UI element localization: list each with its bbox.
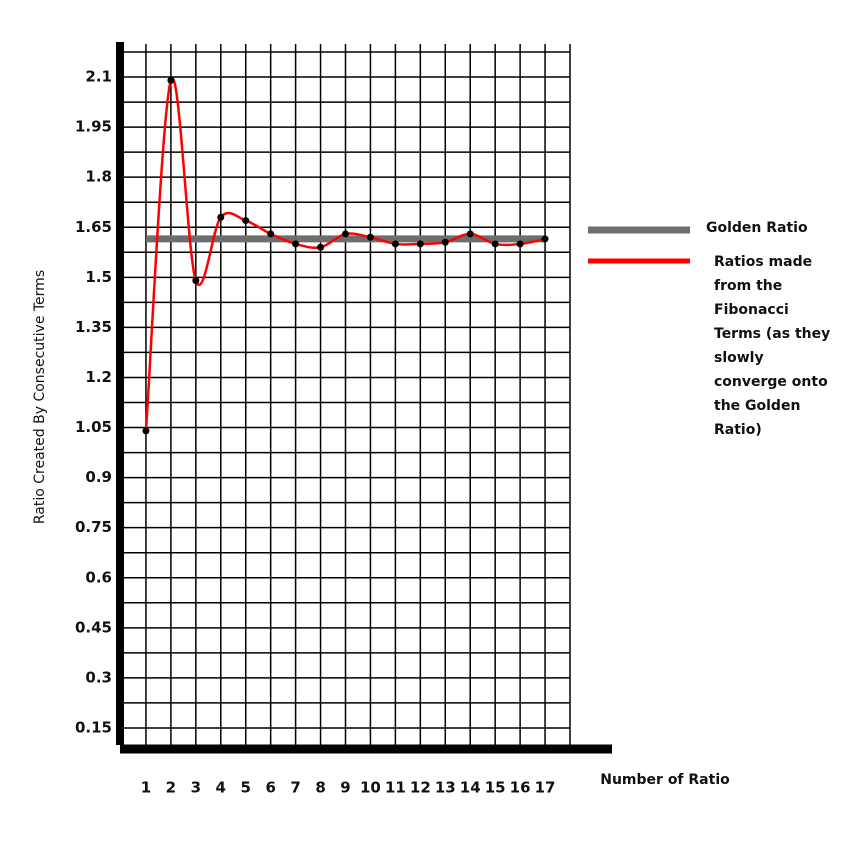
x-tick-label: 3 — [191, 779, 201, 797]
x-tick-label: 6 — [265, 779, 275, 797]
data-point — [267, 230, 275, 238]
x-tick-label: 9 — [340, 779, 350, 797]
y-tick-label: 1.2 — [85, 368, 112, 386]
y-tick-label: 1.35 — [75, 318, 112, 336]
x-tick-label: 12 — [410, 779, 431, 797]
x-tick-label: 17 — [535, 779, 556, 797]
x-tick-label: 15 — [485, 779, 506, 797]
data-point — [342, 230, 349, 238]
y-tick-label: 0.3 — [85, 668, 112, 686]
legend-label: Golden Ratio — [706, 220, 808, 236]
x-tick-label: 2 — [166, 779, 176, 797]
data-point — [391, 240, 399, 248]
x-tick-label: 4 — [216, 779, 226, 797]
data-point — [516, 240, 524, 248]
data-point — [441, 238, 449, 246]
y-tick-label: 0.9 — [85, 468, 112, 486]
data-point — [142, 427, 150, 435]
x-axis-label: Number of Ratio — [600, 772, 730, 788]
data-point — [466, 230, 474, 238]
x-tick-label: 1 — [141, 779, 151, 797]
x-tick-label: 11 — [385, 779, 406, 797]
data-point — [167, 76, 175, 84]
x-tick-label: 8 — [315, 779, 325, 797]
y-tick-label: 0.75 — [75, 518, 112, 536]
y-tick-label: 1.8 — [85, 168, 112, 186]
legend-label: Ratios made from the Fibonacci Terms (as… — [714, 254, 831, 438]
data-point — [242, 217, 250, 225]
x-tick-label: 13 — [435, 779, 456, 797]
data-point — [292, 240, 300, 248]
y-tick-label: 1.5 — [85, 268, 112, 286]
x-tick-label: 16 — [510, 779, 531, 797]
x-tick-label: 14 — [460, 779, 481, 797]
y-axis-label: Ratio Created By Consecutive Terms — [32, 270, 48, 524]
y-tick-label: 0.45 — [75, 618, 112, 636]
y-tick-label: 1.05 — [75, 418, 112, 436]
y-tick-label: 2.1 — [85, 68, 112, 86]
y-tick-label: 1.65 — [75, 218, 112, 236]
y-tick-label: 1.95 — [75, 118, 112, 136]
x-tick-label: 10 — [360, 779, 381, 797]
data-point — [217, 213, 225, 221]
x-tick-label: 5 — [241, 779, 251, 797]
x-tick-label: 7 — [290, 779, 300, 797]
data-point — [541, 235, 549, 243]
y-tick-label: 0.6 — [85, 568, 112, 586]
y-tick-label: 0.15 — [75, 718, 112, 736]
data-point — [317, 243, 325, 251]
data-point — [491, 240, 499, 248]
data-point — [366, 233, 374, 241]
data-point — [416, 240, 424, 248]
data-point — [192, 277, 200, 285]
